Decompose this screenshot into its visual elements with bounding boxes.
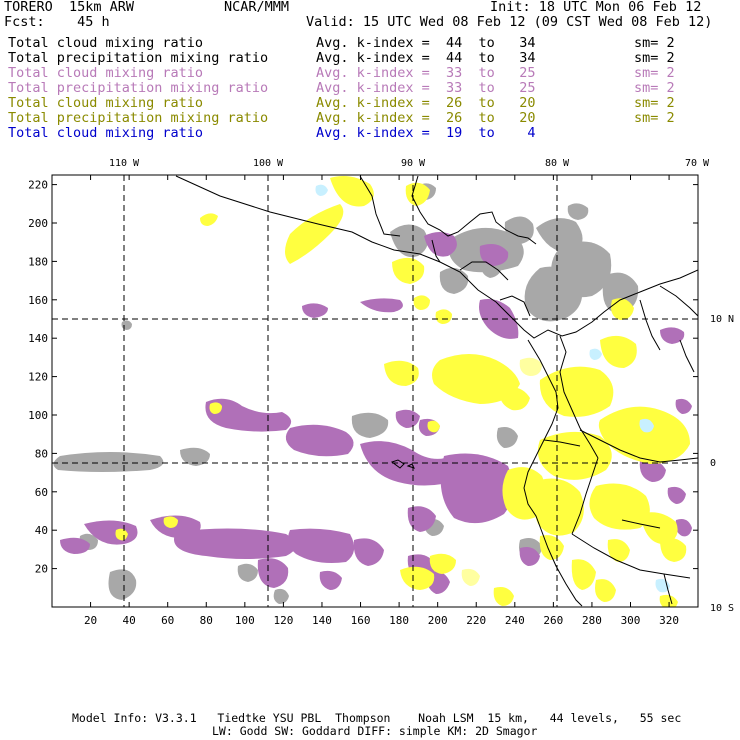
legend-row: Total cloud mixing ratio Avg. k-index = 3… <box>0 66 740 81</box>
lon-label: 110 W <box>109 158 140 169</box>
y-tick-label: 40 <box>35 524 48 537</box>
legend-label: Total precipitation mixing ratio <box>8 50 269 66</box>
x-tick-label: 180 <box>389 614 409 627</box>
legend-row: Total cloud mixing ratio Avg. k-index = 2… <box>0 96 740 111</box>
legend-label: Total cloud mixing ratio <box>8 65 204 81</box>
legend-row: Total precipitation mixing ratio Avg. k-i… <box>0 81 740 96</box>
x-tick-label: 200 <box>428 614 448 627</box>
x-tick-label: 160 <box>351 614 371 627</box>
x-tick-label: 260 <box>543 614 563 627</box>
y-tick-label: 60 <box>35 486 48 499</box>
lat-label: 0 <box>710 458 716 469</box>
purple-field <box>60 232 692 594</box>
legend-label: Total precipitation mixing ratio <box>8 80 269 96</box>
x-tick-label: 300 <box>621 614 641 627</box>
x-tick-label: 20 <box>84 614 97 627</box>
legend-sm: sm= 2 <box>634 110 675 126</box>
lon-label: 70 W <box>685 158 710 169</box>
x-tick-label: 240 <box>505 614 525 627</box>
x-tick-label: 280 <box>582 614 602 627</box>
y-tick-label: 220 <box>28 179 48 192</box>
legend-label: Total cloud mixing ratio <box>8 95 204 111</box>
legend-kindex: Avg. k-index = 33 to 25 <box>316 65 536 81</box>
lon-label: 100 W <box>253 158 284 169</box>
legend-kindex: Avg. k-index = 44 to 34 <box>316 50 536 66</box>
physics-info: LW: Godd SW: Goddard DIFF: simple KM: 2D… <box>212 724 538 738</box>
y-tick-label: 20 <box>35 563 48 576</box>
legend-row: Total cloud mixing ratio Avg. k-index = 4… <box>0 36 740 51</box>
yellow-field <box>115 176 690 607</box>
legend-kindex: Avg. k-index = 19 to 4 <box>316 125 536 141</box>
y-tick-label: 160 <box>28 294 48 307</box>
x-tick-label: 80 <box>200 614 213 627</box>
valid-time: Valid: 15 UTC Wed 08 Feb 12 (09 CST Wed … <box>306 14 713 30</box>
legend-row: Total precipitation mixing ratio Avg. k-i… <box>0 111 740 126</box>
lat-label: 10 N <box>710 314 734 325</box>
legend-sm: sm= 2 <box>634 65 675 81</box>
x-tick-label: 100 <box>235 614 255 627</box>
legend-row: Total precipitation mixing ratio Avg. k-i… <box>0 51 740 66</box>
legend-kindex: Avg. k-index = 26 to 20 <box>316 95 536 111</box>
field-overlay <box>53 176 692 607</box>
lon-label: 80 W <box>545 158 570 169</box>
legend-label: Total precipitation mixing ratio <box>8 110 269 126</box>
model-info: Model Info: V3.3.1 Tiedtke YSU PBL Thomp… <box>72 711 682 725</box>
lon-label: 90 W <box>401 158 426 169</box>
x-tick-label: 220 <box>466 614 486 627</box>
legend-row: Total cloud mixing ratio Avg. k-index = 1… <box>0 126 740 141</box>
x-tick-label: 60 <box>161 614 174 627</box>
forecast-hour: Fcst: 45 h <box>4 14 110 30</box>
model-title: TORERO 15km ARW <box>4 0 135 15</box>
latlon-grid <box>52 175 698 607</box>
y-tick-label: 180 <box>28 255 48 268</box>
y-tick-label: 200 <box>28 217 48 230</box>
legend-label: Total cloud mixing ratio <box>8 35 204 51</box>
axis-ticks <box>52 175 698 607</box>
x-tick-label: 40 <box>123 614 136 627</box>
light-yellow-field <box>461 357 542 586</box>
lat-label: 10 S <box>710 603 734 614</box>
x-tick-label: 120 <box>273 614 293 627</box>
legend-sm: sm= 2 <box>634 35 675 51</box>
plot-frame <box>51 174 699 608</box>
legend-kindex: Avg. k-index = 44 to 34 <box>316 35 536 51</box>
lonlat-labels: 110 W 100 W 90 W 80 W 70 W 10 N 0 10 S <box>109 158 734 614</box>
y-tick-label: 120 <box>28 371 48 384</box>
legend-kindex: Avg. k-index = 26 to 20 <box>316 110 536 126</box>
legend-label: Total cloud mixing ratio <box>8 125 204 141</box>
org-label: NCAR/MMM <box>224 0 290 15</box>
legend-kindex: Avg. k-index = 33 to 25 <box>316 80 536 96</box>
y-tick-label: 80 <box>35 447 48 460</box>
legend-sm: sm= 2 <box>634 50 675 66</box>
coastlines <box>175 175 698 607</box>
x-tick-label: 320 <box>659 614 679 627</box>
y-tick-label: 140 <box>28 332 48 345</box>
x-tick-label: 140 <box>312 614 332 627</box>
y-tick-label: 100 <box>28 409 48 422</box>
init-time: Init: 18 UTC Mon 06 Feb 12 <box>490 0 702 15</box>
gray-cloud-field <box>53 183 639 604</box>
legend-sm: sm= 2 <box>634 95 675 111</box>
legend-sm: sm= 2 <box>634 80 675 96</box>
tick-labels: 20 40 60 80 100 120 140 160 180 200 220 240 260 280 30… <box>28 179 679 627</box>
